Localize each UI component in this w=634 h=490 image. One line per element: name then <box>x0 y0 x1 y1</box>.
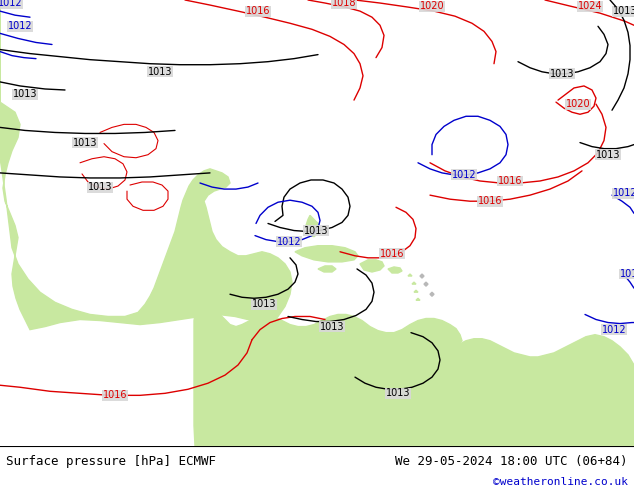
Text: 1013: 1013 <box>148 67 172 77</box>
Text: 1013: 1013 <box>73 138 97 147</box>
Text: 1013: 1013 <box>550 69 574 79</box>
Text: 1016: 1016 <box>246 6 270 16</box>
Text: 1013: 1013 <box>87 182 112 192</box>
Polygon shape <box>388 267 402 273</box>
Text: ©weatheronline.co.uk: ©weatheronline.co.uk <box>493 477 628 487</box>
Text: 1012: 1012 <box>451 170 476 180</box>
Text: 1016: 1016 <box>103 391 127 400</box>
Polygon shape <box>295 245 358 262</box>
Text: 1013: 1013 <box>13 89 37 99</box>
Polygon shape <box>416 298 420 300</box>
Text: 1012: 1012 <box>0 0 22 8</box>
Polygon shape <box>424 282 428 286</box>
Text: 1012: 1012 <box>8 21 32 31</box>
Polygon shape <box>408 274 412 276</box>
Text: 1012: 1012 <box>276 237 301 246</box>
Text: Surface pressure [hPa] ECMWF: Surface pressure [hPa] ECMWF <box>6 455 216 468</box>
Text: 1013: 1013 <box>304 225 328 236</box>
Text: 1013: 1013 <box>252 299 276 309</box>
Text: 1012: 1012 <box>619 269 634 279</box>
Text: 1018: 1018 <box>332 0 356 8</box>
Polygon shape <box>414 290 418 292</box>
Text: 1013: 1013 <box>385 388 410 398</box>
Text: 1013: 1013 <box>320 321 344 332</box>
Polygon shape <box>360 260 384 272</box>
Polygon shape <box>420 274 424 278</box>
Text: 1012: 1012 <box>602 324 626 335</box>
Polygon shape <box>358 335 634 446</box>
Polygon shape <box>0 0 292 330</box>
Text: 1016: 1016 <box>498 176 522 186</box>
Text: 1013: 1013 <box>612 6 634 16</box>
Text: 1013: 1013 <box>596 150 620 160</box>
Text: 1016: 1016 <box>478 196 502 206</box>
Text: 1012: 1012 <box>612 188 634 198</box>
Text: 1024: 1024 <box>578 1 602 11</box>
Text: We 29-05-2024 18:00 UTC (06+84): We 29-05-2024 18:00 UTC (06+84) <box>395 455 628 468</box>
Polygon shape <box>306 216 320 237</box>
Polygon shape <box>318 266 336 272</box>
Text: 1020: 1020 <box>420 1 444 11</box>
Polygon shape <box>412 282 416 284</box>
Polygon shape <box>430 292 434 296</box>
Text: 1016: 1016 <box>380 249 404 259</box>
Polygon shape <box>194 302 462 446</box>
Text: 1020: 1020 <box>566 99 590 109</box>
